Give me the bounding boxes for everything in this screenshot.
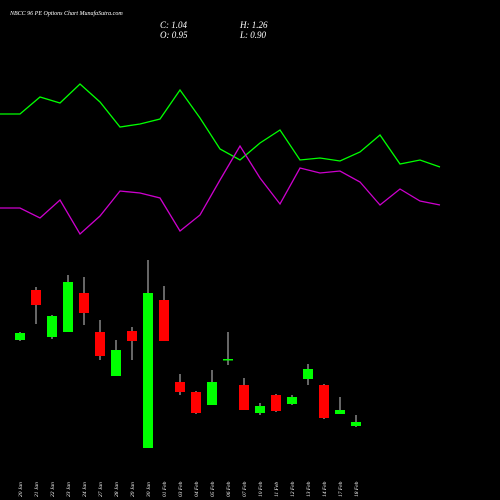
x-tick-label: 04 Feb	[193, 481, 200, 497]
x-tick-label: 23 Jan	[66, 482, 72, 497]
high-label: H: 1.26	[239, 20, 268, 30]
x-tick-label: 17 Feb	[338, 481, 344, 497]
candle-body	[127, 331, 137, 341]
candle-body	[319, 385, 329, 418]
open-label: O: 0.95	[160, 30, 188, 40]
x-tick-label: 11 Feb	[274, 482, 280, 497]
x-tick-label: 20 Jan	[18, 482, 24, 497]
candle-body	[15, 333, 25, 340]
x-tick-label: 12 Feb	[290, 481, 296, 497]
candle-body	[159, 300, 169, 341]
x-tick-label: 24 Jan	[81, 482, 88, 497]
candle-body	[255, 406, 265, 413]
candle-body	[335, 410, 345, 414]
candle-body	[287, 397, 297, 404]
x-tick-label: 07 Feb	[242, 481, 248, 497]
low-label: L: 0.90	[239, 30, 267, 40]
x-tick-label: 03 Feb	[178, 481, 184, 497]
candle-body	[223, 359, 233, 361]
candle-body	[271, 395, 281, 411]
chart-title: NBCC 96 PE Options Chart MunafaSutra.com	[9, 10, 123, 17]
candle-body	[79, 293, 89, 313]
indicator-line	[0, 83, 441, 168]
candle-body	[175, 382, 185, 392]
candle-body	[191, 392, 201, 413]
x-tick-label: 22 Jan	[50, 482, 56, 497]
x-tick-label: 21 Jan	[34, 482, 40, 497]
candle-body	[63, 282, 73, 332]
candle-body	[47, 316, 57, 337]
x-tick-label: 01 Feb	[162, 481, 168, 497]
candle-body	[303, 369, 313, 379]
candle-body	[111, 350, 121, 376]
x-tick-label: 06 Feb	[226, 481, 232, 497]
indicator-line	[0, 144, 441, 236]
candle-body	[239, 385, 249, 410]
x-tick-label: 13 Feb	[306, 481, 312, 497]
candle-body	[351, 422, 361, 426]
x-tick-label: 14 Feb	[321, 481, 328, 497]
close-label: C: 1.04	[160, 20, 188, 30]
candle-body	[143, 293, 153, 448]
candle-body	[31, 290, 41, 305]
x-tick-label: 10 Feb	[258, 481, 264, 497]
x-tick-label: 28 Jan	[114, 482, 120, 497]
x-tick-label: 18 Feb	[354, 481, 360, 497]
x-tick-label: 05 Feb	[210, 481, 216, 497]
x-tick-label: 29 Jan	[130, 482, 136, 497]
x-tick-label: 30 Jan	[146, 482, 152, 498]
candle-body	[207, 382, 217, 405]
x-tick-label: 27 Jan	[98, 482, 104, 497]
candle-body	[95, 332, 105, 356]
